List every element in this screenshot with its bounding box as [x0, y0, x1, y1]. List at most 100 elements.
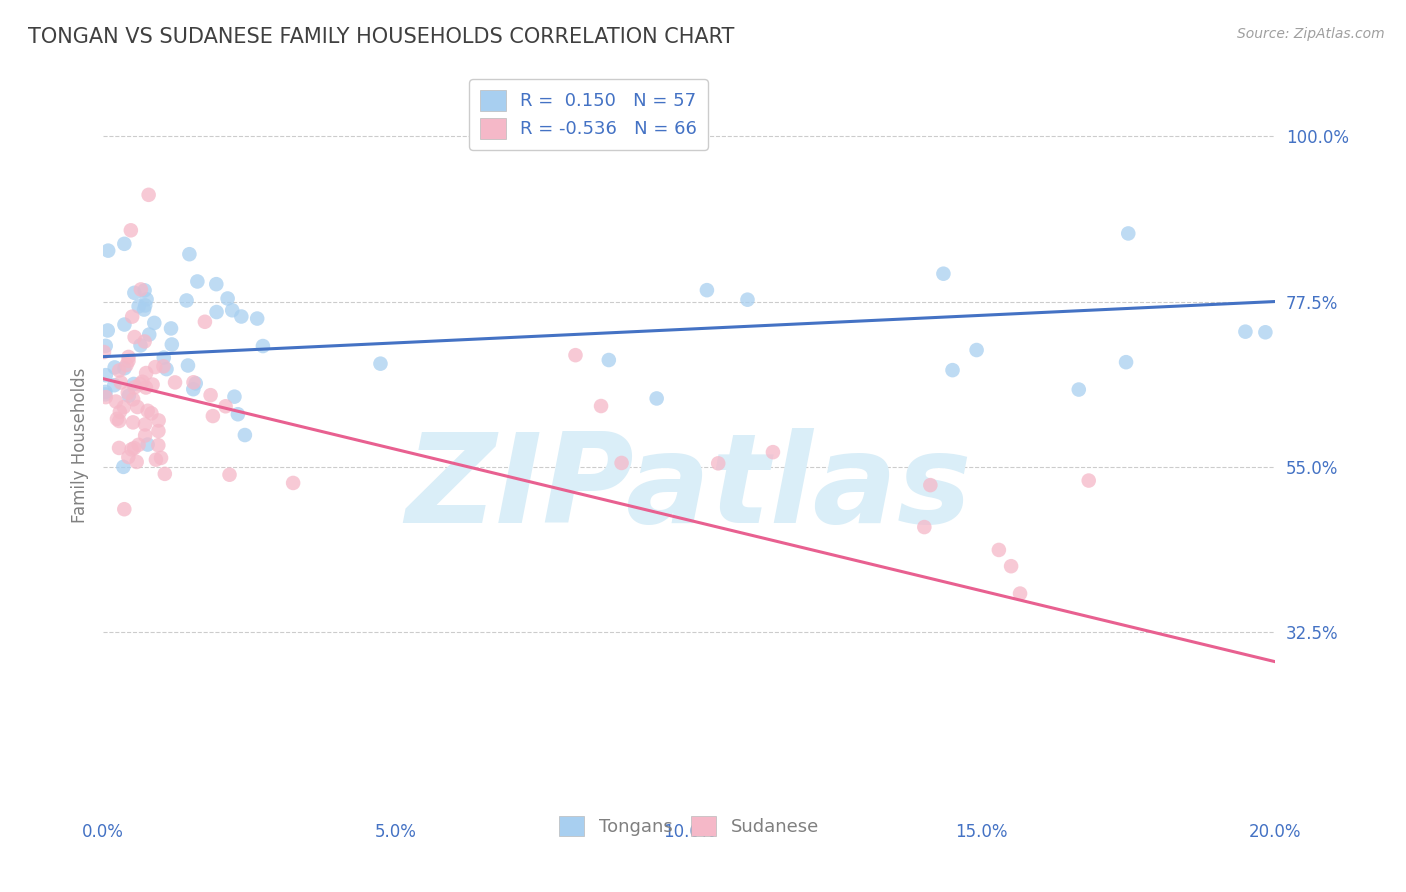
- Point: [153, 467, 176, 481]
- Point: [155, 362, 177, 376]
- Point: [132, 302, 155, 317]
- Point: [112, 236, 135, 251]
- Point: [645, 392, 668, 406]
- Point: [1077, 474, 1099, 488]
- Point: [124, 285, 146, 300]
- Point: [115, 358, 138, 372]
- Point: [94, 339, 117, 353]
- Point: [281, 475, 304, 490]
- Point: [117, 350, 139, 364]
- Point: [941, 363, 963, 377]
- Point: [121, 442, 143, 457]
- Point: [129, 377, 152, 392]
- Point: [136, 437, 159, 451]
- Point: [108, 441, 131, 455]
- Point: [122, 441, 145, 455]
- Point: [141, 406, 163, 420]
- Point: [122, 376, 145, 391]
- Point: [762, 445, 785, 459]
- Point: [183, 376, 205, 390]
- Point: [122, 392, 145, 407]
- Point: [112, 459, 135, 474]
- Text: ZIPatlas: ZIPatlas: [406, 428, 972, 549]
- Point: [103, 378, 125, 392]
- Point: [108, 363, 131, 377]
- Point: [118, 389, 141, 403]
- Point: [122, 416, 145, 430]
- Point: [108, 405, 131, 419]
- Point: [124, 330, 146, 344]
- Point: [152, 359, 174, 374]
- Point: [184, 376, 207, 391]
- Point: [127, 400, 149, 414]
- Point: [128, 299, 150, 313]
- Point: [177, 359, 200, 373]
- Point: [112, 400, 135, 414]
- Point: [94, 368, 117, 383]
- Point: [108, 414, 131, 428]
- Point: [233, 428, 256, 442]
- Point: [142, 377, 165, 392]
- Point: [1116, 227, 1139, 241]
- Point: [217, 292, 239, 306]
- Point: [186, 275, 208, 289]
- Point: [194, 315, 217, 329]
- Point: [104, 394, 127, 409]
- Point: [201, 409, 224, 423]
- Point: [134, 298, 156, 312]
- Point: [143, 360, 166, 375]
- Point: [94, 387, 117, 401]
- Point: [224, 390, 246, 404]
- Point: [129, 282, 152, 296]
- Point: [94, 390, 117, 404]
- Point: [160, 337, 183, 351]
- Point: [696, 283, 718, 297]
- Point: [214, 399, 236, 413]
- Point: [932, 267, 955, 281]
- Point: [138, 327, 160, 342]
- Point: [610, 456, 633, 470]
- Point: [1115, 355, 1137, 369]
- Point: [179, 247, 201, 261]
- Point: [226, 407, 249, 421]
- Point: [135, 293, 157, 307]
- Point: [598, 353, 620, 368]
- Point: [737, 293, 759, 307]
- Point: [231, 310, 253, 324]
- Point: [205, 305, 228, 319]
- Point: [104, 360, 127, 375]
- Point: [114, 361, 136, 376]
- Point: [1000, 559, 1022, 574]
- Point: [200, 388, 222, 402]
- Point: [707, 456, 730, 470]
- Point: [117, 385, 139, 400]
- Point: [117, 354, 139, 368]
- Point: [121, 310, 143, 324]
- Point: [987, 543, 1010, 558]
- Point: [150, 450, 173, 465]
- Point: [370, 357, 392, 371]
- Point: [564, 348, 586, 362]
- Point: [246, 311, 269, 326]
- Point: [120, 223, 142, 237]
- Point: [94, 384, 117, 399]
- Point: [105, 412, 128, 426]
- Point: [97, 244, 120, 258]
- Text: Source: ZipAtlas.com: Source: ZipAtlas.com: [1237, 27, 1385, 41]
- Point: [966, 343, 988, 357]
- Point: [148, 438, 170, 452]
- Point: [218, 467, 240, 482]
- Point: [205, 277, 228, 292]
- Point: [160, 321, 183, 335]
- Point: [134, 417, 156, 432]
- Y-axis label: Family Households: Family Households: [72, 368, 89, 523]
- Point: [135, 380, 157, 394]
- Point: [138, 187, 160, 202]
- Point: [97, 323, 120, 337]
- Point: [163, 376, 186, 390]
- Point: [136, 404, 159, 418]
- Point: [129, 338, 152, 352]
- Point: [128, 438, 150, 452]
- Point: [110, 376, 132, 390]
- Point: [152, 351, 174, 365]
